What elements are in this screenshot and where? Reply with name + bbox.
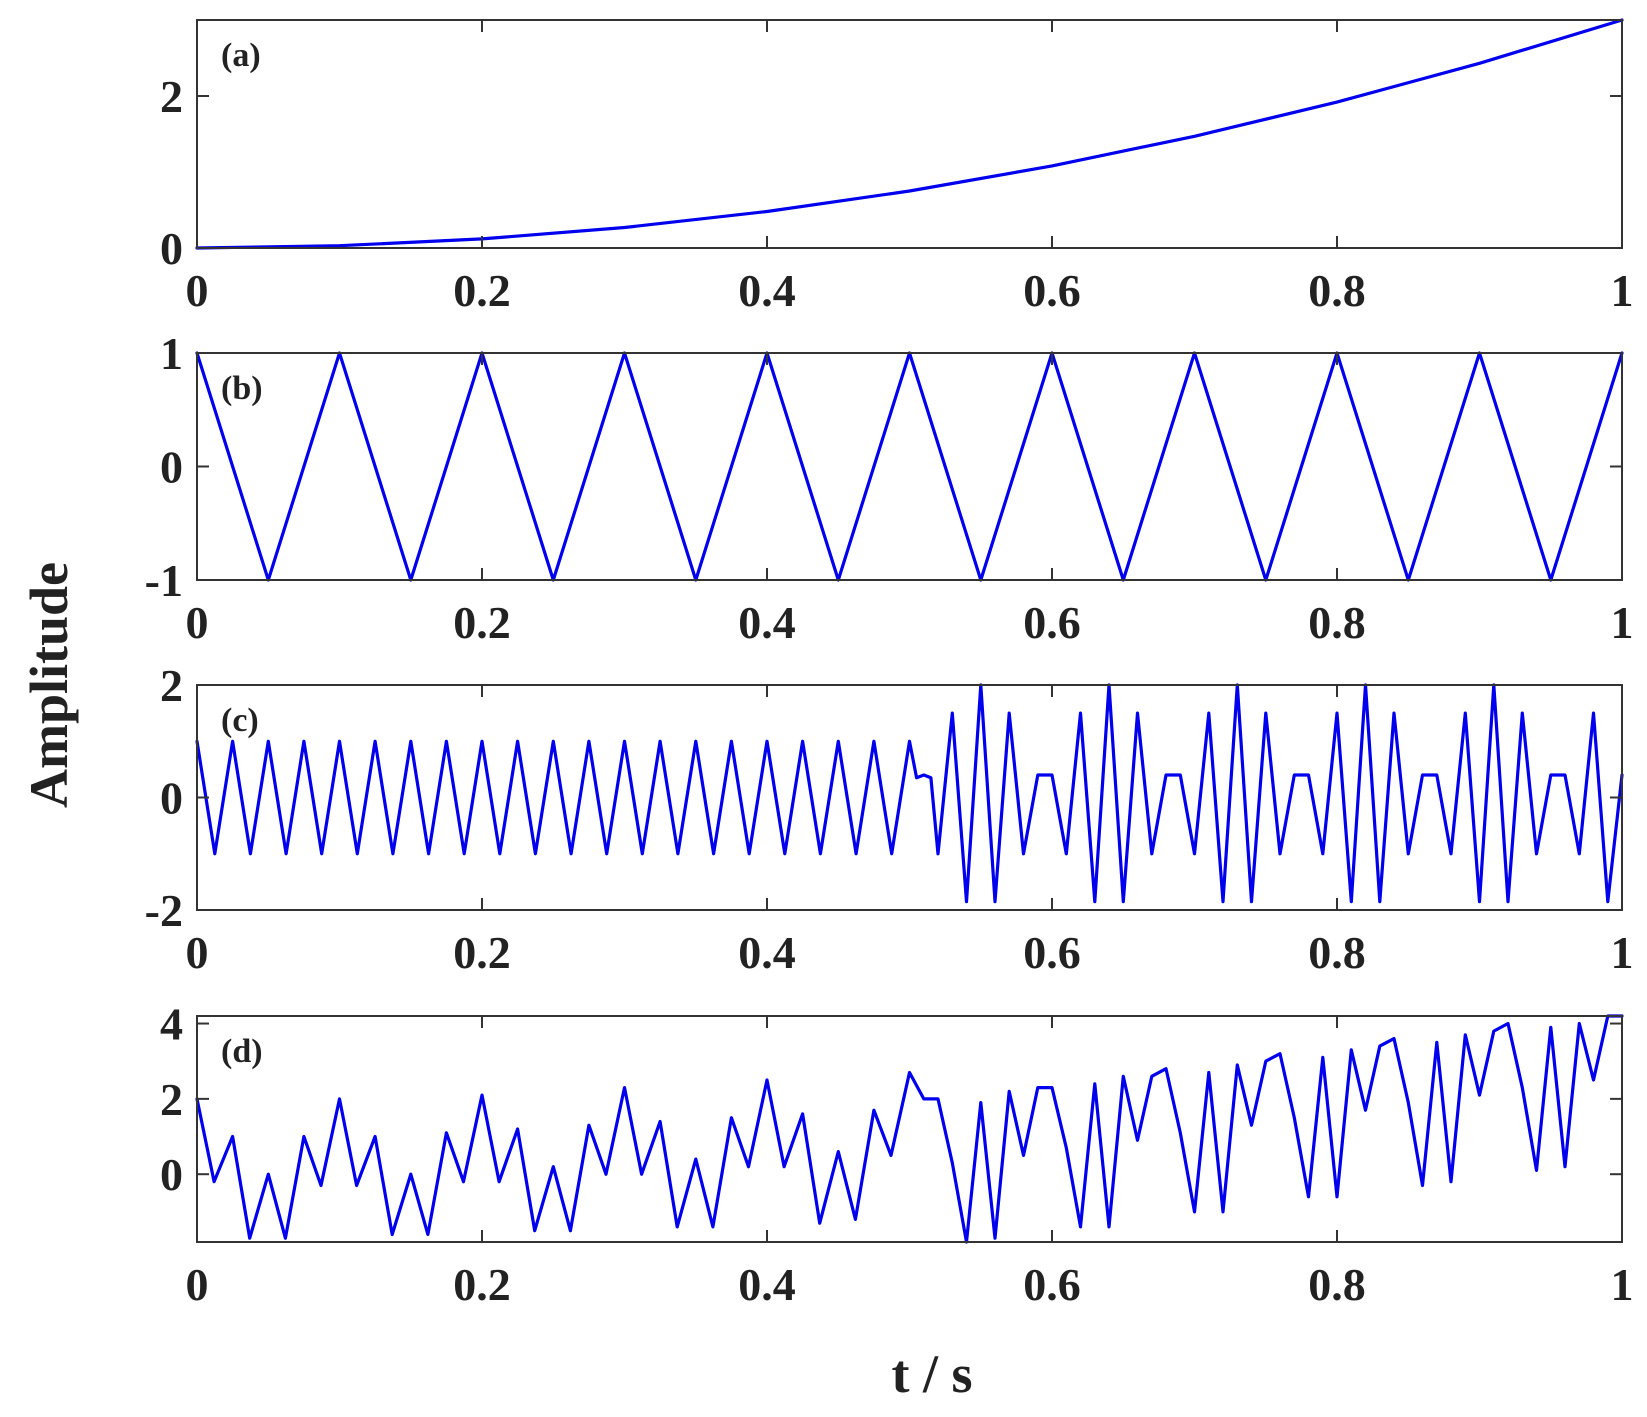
x-tick-label: 0 [186, 597, 209, 648]
x-tick-label: 1 [1611, 597, 1634, 648]
x-tick-label: 1 [1611, 1259, 1634, 1310]
y-tick-label: 2 [160, 71, 183, 122]
panel-label: (c) [221, 702, 259, 739]
y-tick-label: 2 [160, 660, 183, 711]
x-tick-label: 0.4 [738, 265, 796, 316]
y-tick-label: 0 [160, 442, 183, 493]
panel-d: 0 0.2 0.4 0.6 0.8 1 0 2 4 (d) [160, 999, 1634, 1310]
x-tick-label: 0.4 [738, 927, 796, 978]
series-line [195, 351, 1624, 582]
axes-frame [196, 1015, 1623, 1243]
axes-frame [196, 684, 1623, 911]
series-line [195, 683, 1624, 904]
x-tick-label: 0.8 [1308, 1259, 1366, 1310]
x-tick-label: 0.2 [453, 1259, 511, 1310]
panel-label: (d) [221, 1033, 263, 1070]
x-tick-label: 0.4 [738, 597, 796, 648]
x-tick-label: 0.6 [1023, 927, 1081, 978]
y-tick-label: 1 [160, 328, 183, 379]
series-line [195, 18, 1624, 250]
panel-c: 0 0.2 0.4 0.6 0.8 1-202(c) [145, 660, 1634, 978]
x-tick-label: 0 [186, 265, 209, 316]
x-tick-label: 0 [186, 1259, 209, 1310]
x-tick-label: 0.8 [1308, 597, 1366, 648]
x-tick-label: 0.6 [1023, 265, 1081, 316]
series-line [195, 1014, 1624, 1244]
x-tick-label: 0.2 [453, 927, 511, 978]
y-tick-label: 0 [160, 773, 183, 824]
axes-frame [196, 19, 1623, 249]
panel-label: (b) [221, 370, 263, 407]
panel-b: 0 0.2 0.4 0.6 0.8 1-101(b) [145, 328, 1634, 648]
x-tick-label: 1 [1611, 927, 1634, 978]
x-tick-label: 0.8 [1308, 265, 1366, 316]
x-tick-label: 0.6 [1023, 597, 1081, 648]
panel-label: (a) [221, 37, 261, 74]
x-tick-label: 0 [186, 927, 209, 978]
y-axis-label: Amplitude [19, 562, 79, 808]
x-tick-label: 0.4 [738, 1259, 796, 1310]
panel-a: 0 0.2 0.4 0.6 0.8 1 0 2 (a) [160, 18, 1634, 316]
x-tick-label: 1 [1611, 265, 1634, 316]
x-tick-label: 0.2 [453, 597, 511, 648]
y-tick-label: 0 [160, 1149, 183, 1200]
y-tick-label: -1 [145, 555, 183, 606]
y-tick-label: 0 [160, 223, 183, 274]
x-axis-label: t / s [892, 1344, 973, 1404]
y-tick-label: 4 [160, 999, 183, 1050]
x-tick-label: 0.2 [453, 265, 511, 316]
panels: 0 0.2 0.4 0.6 0.8 102(a)0 0.2 0.4 0.6 0.8 1-101(b)… [145, 18, 1634, 1310]
y-tick-label: -2 [145, 885, 183, 936]
x-tick-label: 0.6 [1023, 1259, 1081, 1310]
axes-frame [196, 352, 1623, 581]
y-tick-label: 2 [160, 1074, 183, 1125]
x-tick-label: 0.8 [1308, 927, 1366, 978]
